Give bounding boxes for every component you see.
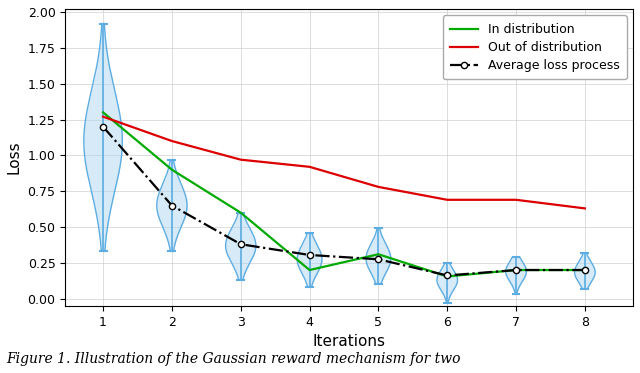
Average loss process [237,242,244,247]
Average loss process [306,253,314,257]
In distribution [374,252,382,257]
Average loss process [444,273,451,278]
Out of distribution [512,198,520,202]
Average loss process [168,203,176,208]
Out of distribution [374,185,382,189]
Legend: In distribution, Out of distribution, Average loss process: In distribution, Out of distribution, Av… [442,15,627,79]
Average loss process [99,125,107,129]
Average loss process [374,257,382,261]
Line: In distribution: In distribution [103,112,585,276]
Average loss process [512,268,520,272]
In distribution [237,210,244,215]
X-axis label: Iterations: Iterations [312,334,386,349]
Y-axis label: Loss: Loss [7,141,22,174]
Text: Figure 1. Illustration of the Gaussian reward mechanism for two: Figure 1. Illustration of the Gaussian r… [6,351,461,366]
Out of distribution [168,139,176,143]
In distribution [444,274,451,279]
In distribution [99,110,107,115]
Out of distribution [444,198,451,202]
Average loss process [581,268,589,272]
In distribution [168,167,176,172]
Out of distribution [581,206,589,211]
In distribution [512,268,520,272]
In distribution [306,268,314,272]
Line: Average loss process: Average loss process [100,123,588,279]
Line: Out of distribution: Out of distribution [103,117,585,209]
Out of distribution [99,115,107,119]
Out of distribution [306,164,314,169]
In distribution [581,268,589,272]
Out of distribution [237,157,244,162]
